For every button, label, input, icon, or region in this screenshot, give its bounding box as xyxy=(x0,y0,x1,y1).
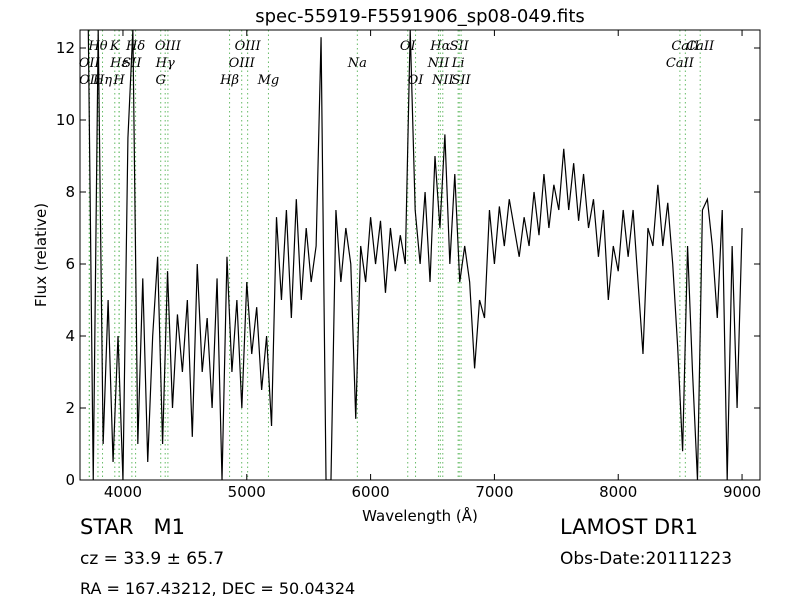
spectral-line-label: CaII xyxy=(686,39,715,54)
coordinates: RA = 167.43212, DEC = 50.04324 xyxy=(80,579,355,598)
redshift: cz = 33.9 ± 65.7 xyxy=(80,549,224,569)
spectral-line-label: Li xyxy=(451,56,465,71)
obs-date: Obs-Date:20111223 xyxy=(560,549,732,569)
spectral-line-label: Na xyxy=(347,56,367,71)
x-tick-label: 9000 xyxy=(723,483,761,501)
spectral-line-label: NII xyxy=(431,73,455,88)
spectral-line-label: Mg xyxy=(257,73,280,88)
spectral-line-label: CaII xyxy=(666,56,695,71)
spectral-line-label: SII xyxy=(450,39,470,54)
x-tick-label: 4000 xyxy=(104,483,142,501)
spectral-line-label: OII xyxy=(79,56,101,71)
spectral-line-label: Hδ xyxy=(125,39,145,54)
spectral-line-label: OI xyxy=(400,39,417,54)
spectral-line-label: OII xyxy=(79,73,101,88)
spectral-line-label: SII xyxy=(452,73,472,88)
spectral-line-label: NII xyxy=(427,56,451,71)
spectral-line-label: OIII xyxy=(155,39,182,54)
spectral-line-label: OI xyxy=(408,73,425,88)
y-tick-label: 6 xyxy=(65,255,75,273)
y-tick-label: 10 xyxy=(56,111,75,129)
spectral-line-label: H xyxy=(112,73,125,88)
plot-frame xyxy=(79,29,761,481)
x-tick-label: 5000 xyxy=(228,483,266,501)
x-axis-label: Wavelength (Å) xyxy=(362,506,478,525)
object-class: STAR M1 xyxy=(80,515,185,539)
y-axis-label: Flux (relative) xyxy=(32,203,50,307)
survey: LAMOST DR1 xyxy=(560,515,698,539)
spectral-line-label: SII xyxy=(122,56,142,71)
y-tick-label: 4 xyxy=(65,327,75,345)
plot-area: HθOIIOIIKHεHηHδSIIHOIIIHγGOIIIOIIIHβOINa… xyxy=(56,29,761,501)
spectral-line-label: OIII xyxy=(235,39,262,54)
spectral-line-label: G xyxy=(156,73,166,88)
spectral-line-label: Hβ xyxy=(219,73,239,88)
x-tick-label: 6000 xyxy=(352,483,390,501)
spectral-line-label: Hγ xyxy=(155,56,175,71)
spectrum-line xyxy=(87,30,743,480)
x-tick-label: 7000 xyxy=(475,483,513,501)
y-tick-label: 8 xyxy=(65,183,75,201)
spectral-line-label: K xyxy=(109,39,121,54)
spectral-line-label: Hα xyxy=(429,39,450,54)
spectral-line-label: CaII xyxy=(671,39,700,54)
y-tick-label: 12 xyxy=(56,39,75,57)
spectral-line-label: Hε xyxy=(109,56,128,71)
x-tick-label: 8000 xyxy=(599,483,637,501)
spectral-line-label: OIII xyxy=(229,56,256,71)
y-tick-label: 2 xyxy=(65,399,75,417)
chart-title: spec-55919-F5591906_sp08-049.fits xyxy=(255,6,585,27)
spectral-line-label: Hη xyxy=(92,73,112,88)
y-tick-label: 0 xyxy=(65,471,75,489)
